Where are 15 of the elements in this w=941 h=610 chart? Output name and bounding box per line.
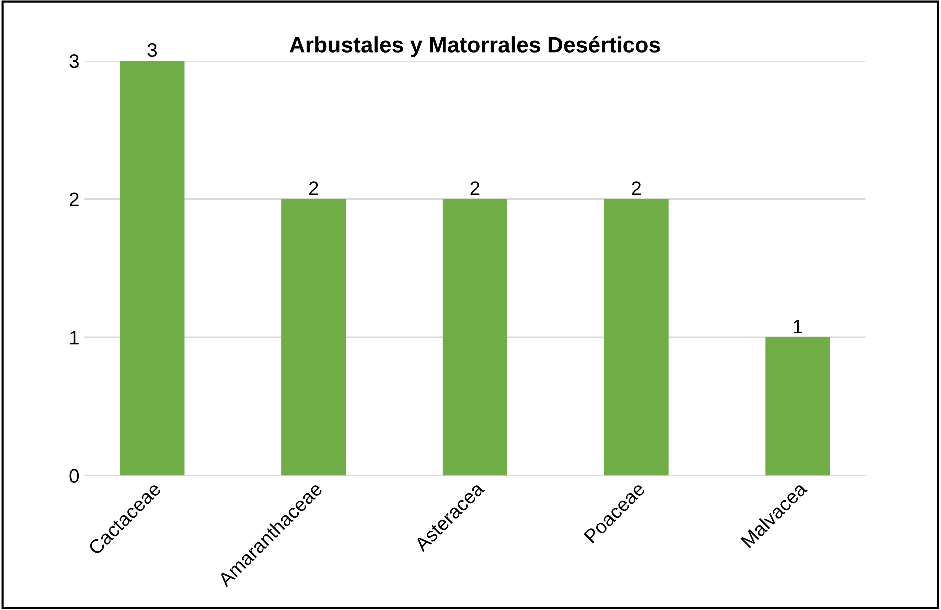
bar [604, 199, 669, 476]
data-label: 2 [470, 182, 480, 196]
data-label: 1 [794, 320, 802, 334]
y-tick-label: 0 [70, 469, 80, 484]
data-label: 2 [309, 182, 318, 196]
bar [120, 61, 185, 476]
y-tick-label: 2 [70, 192, 79, 206]
bar [282, 199, 346, 476]
data-label: 2 [632, 182, 642, 196]
y-tick-label: 3 [70, 54, 79, 68]
data-label: 3 [148, 43, 158, 58]
bar [442, 199, 508, 476]
y-tick-label: 1 [70, 331, 79, 345]
bar [766, 338, 830, 476]
chart-title: Arbustales y Matorrales Desérticos [290, 36, 660, 58]
